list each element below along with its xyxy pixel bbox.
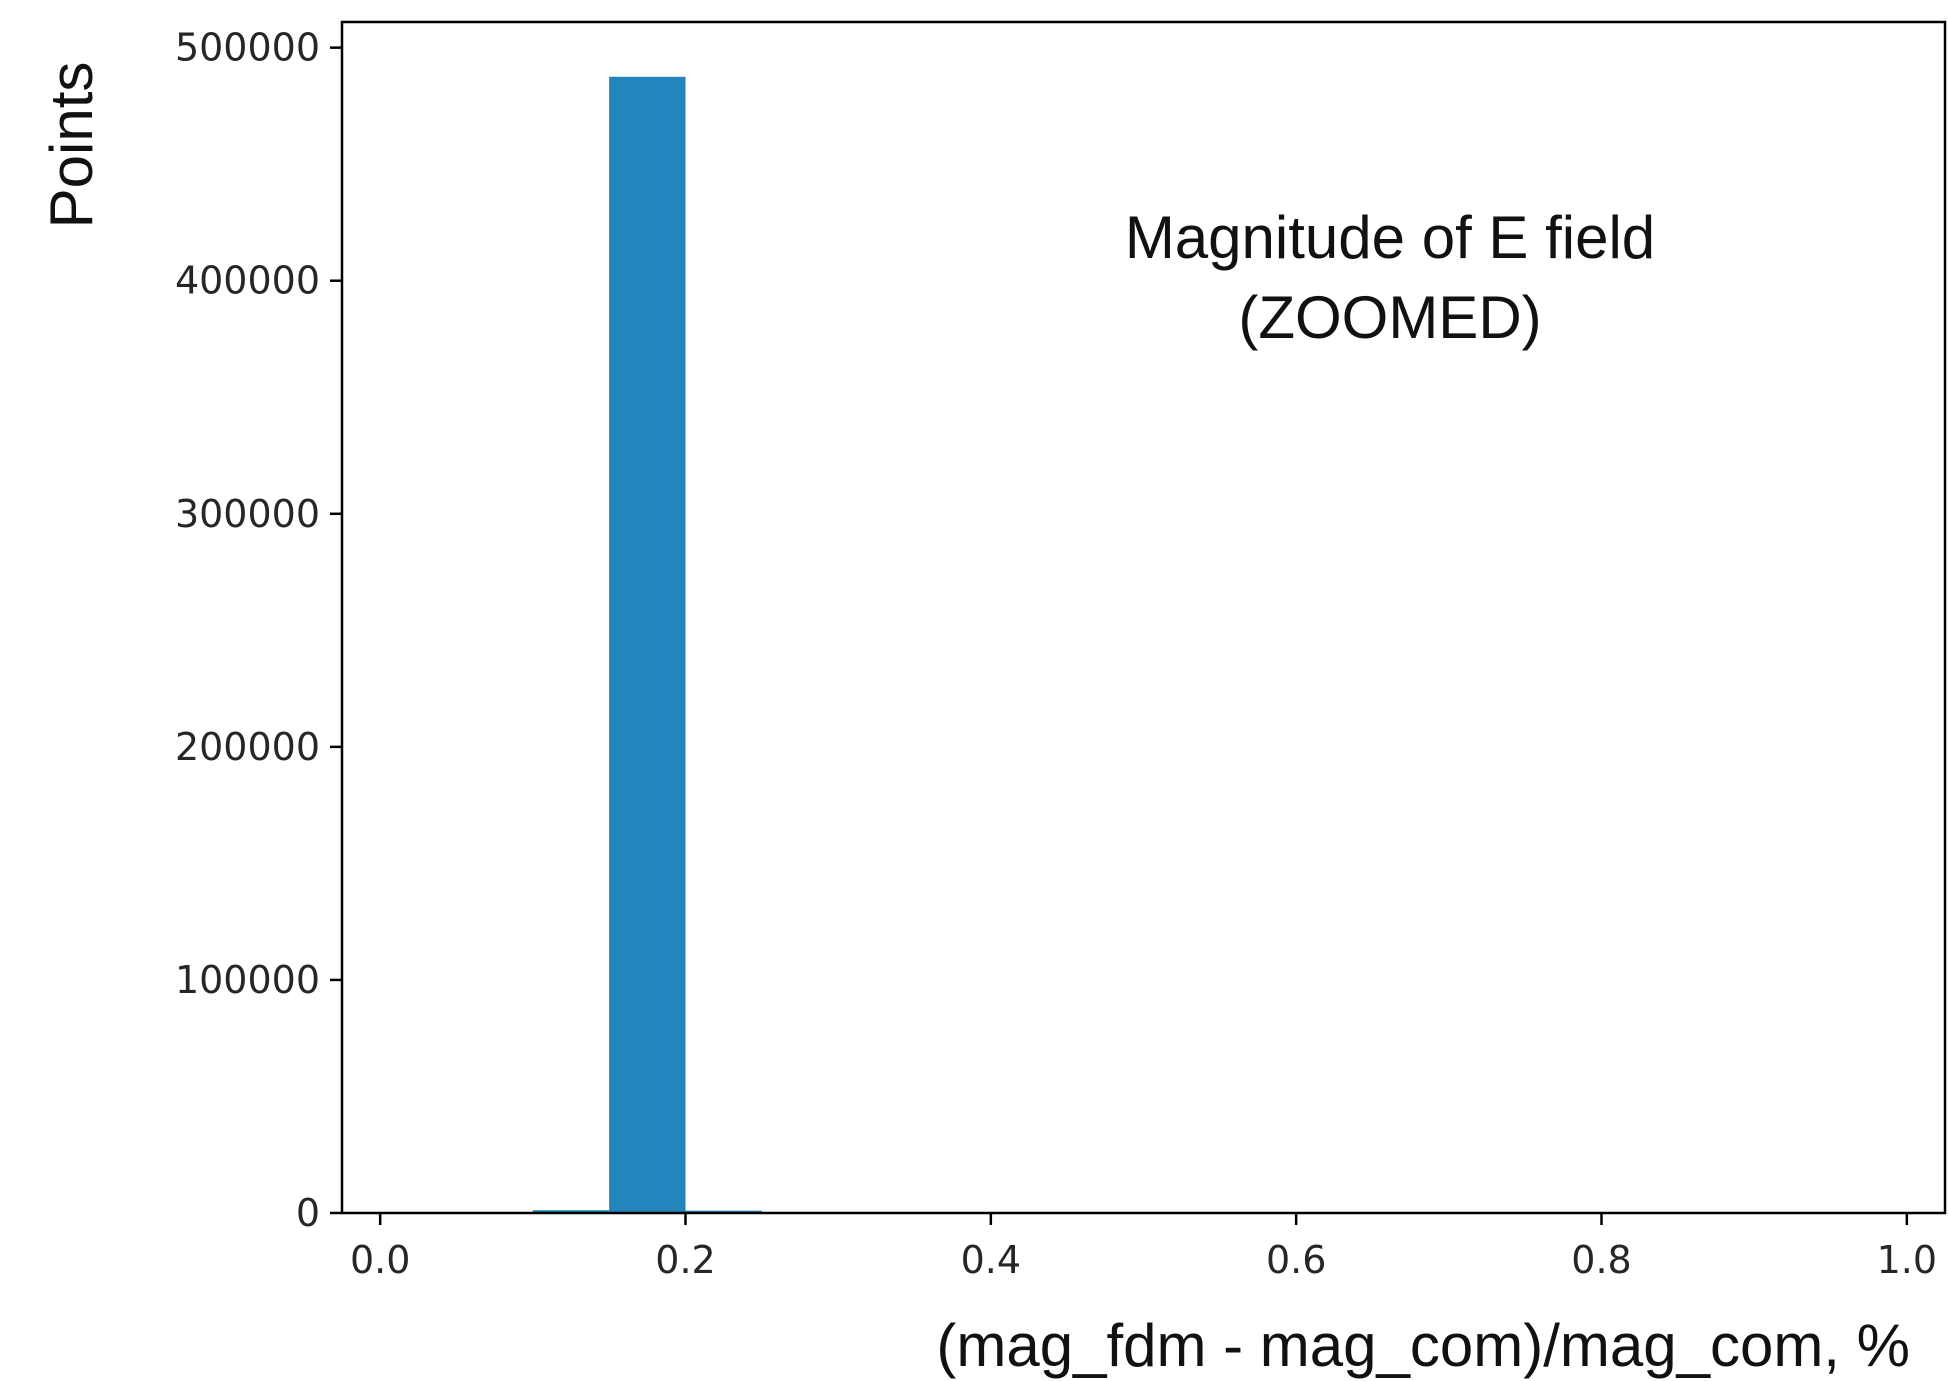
- y-tick-label: 200000: [175, 725, 320, 769]
- annotation-line-1: Magnitude of E field: [1125, 204, 1655, 271]
- histogram-bar-1: [609, 76, 686, 1214]
- y-tick-label: 500000: [175, 26, 320, 70]
- x-tick-label: 0.2: [655, 1238, 715, 1282]
- y-tick-label: 400000: [175, 259, 320, 303]
- y-axis: 0 100000 200000 300000 400000 500000: [175, 26, 342, 1235]
- x-tick-label: 0.4: [961, 1238, 1021, 1282]
- y-axis-title: Points: [38, 62, 105, 229]
- annotation-line-2: (ZOOMED): [1238, 284, 1541, 351]
- x-axis-title: (mag_fdm - mag_com)/mag_com, %: [936, 1312, 1910, 1379]
- x-tick-label: 0.0: [350, 1238, 410, 1282]
- y-tick-label: 100000: [175, 958, 320, 1002]
- x-tick-label: 1.0: [1877, 1238, 1937, 1282]
- bars-layer: [532, 76, 762, 1214]
- x-axis: 0.0 0.2 0.4 0.6 0.8 1.0: [350, 1213, 1937, 1282]
- x-tick-label: 0.6: [1266, 1238, 1326, 1282]
- plot-frame: [340, 20, 1947, 1215]
- y-tick-label: 0: [296, 1191, 320, 1235]
- histogram-bar-0: [532, 1210, 610, 1213]
- y-tick-label: 300000: [175, 492, 320, 536]
- x-tick-label: 0.8: [1571, 1238, 1631, 1282]
